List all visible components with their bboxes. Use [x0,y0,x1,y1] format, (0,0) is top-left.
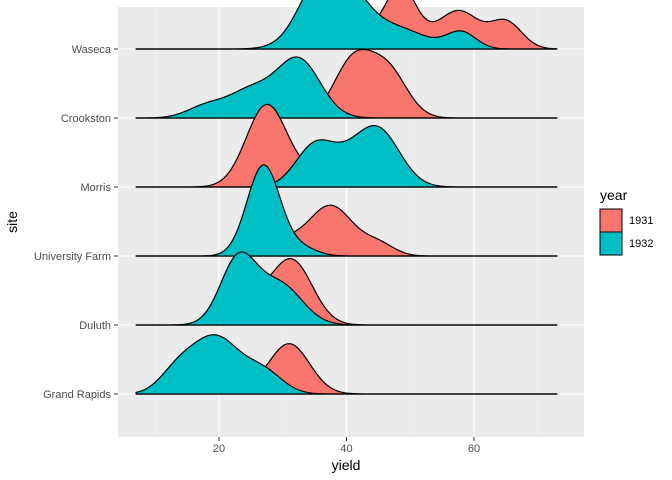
legend: year 1931 1932 [599,187,653,256]
ridge-university-farm [135,164,558,257]
ridge-waseca [135,0,558,50]
ridge-area-1932-university-farm [135,164,558,257]
y-tick-label: Grand Rapids [43,389,111,401]
y-tick-label: Morris [80,182,111,194]
ridge-area-1932-crookston [135,56,558,119]
y-tick-label: Duluth [79,320,111,332]
ridge-crookston [135,48,558,119]
x-tick-label: 20 [213,443,225,455]
legend-key-1932 [599,231,623,256]
legend-label-1932: 1932 [629,238,653,250]
y-axis-title: site [4,211,20,233]
legend-key-1931 [599,208,623,233]
ridge-area-1932-morris [135,124,558,188]
x-tick-label: 40 [340,443,352,455]
ridge-area-1932-grand-rapids [135,334,558,395]
x-tick-label: 60 [468,443,480,455]
y-axis: Grand Rapids Duluth University Farm Morris C… [34,44,118,401]
ridges [135,0,558,395]
ridge-morris [135,103,558,188]
y-tick-label: Waseca [72,44,112,56]
ridge-duluth [135,251,558,326]
y-tick-label: University Farm [34,251,111,263]
x-axis: 20 40 60 [213,437,480,455]
x-axis-title: yield [332,457,361,473]
legend-label-1931: 1931 [629,215,653,227]
ridge-area-1932-duluth [135,251,558,326]
ridge-grand-rapids [135,334,558,395]
ridge-area-1932-waseca [135,0,558,50]
legend-title: year [600,187,628,203]
y-tick-label: Crookston [61,113,111,125]
